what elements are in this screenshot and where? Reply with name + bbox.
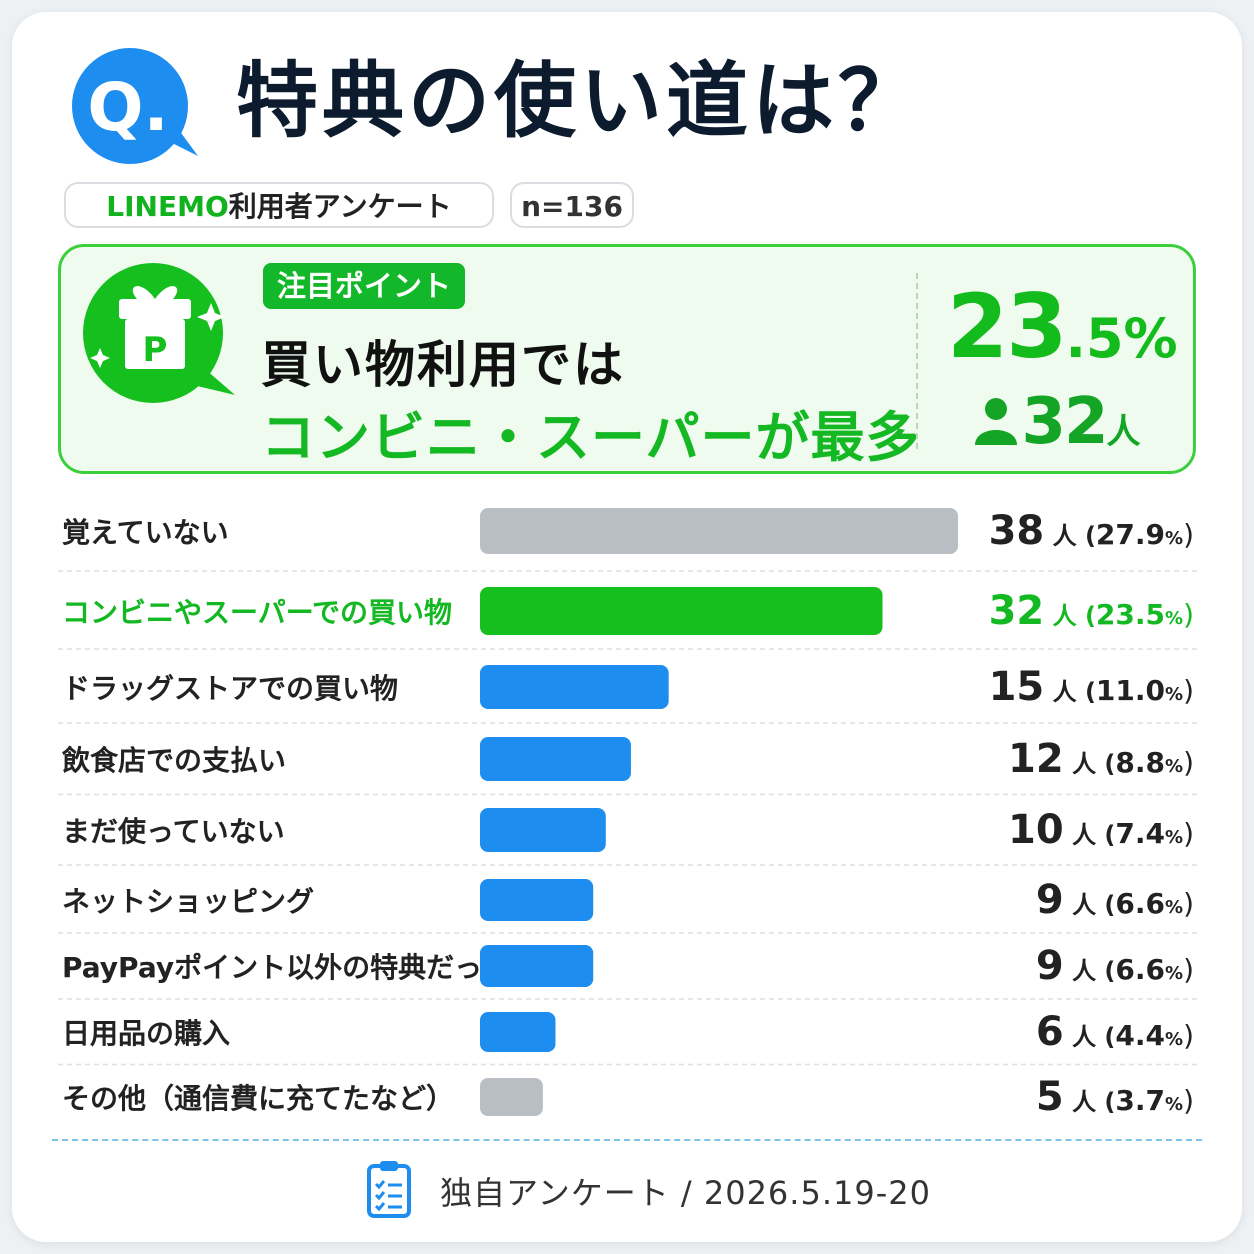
highlight-count: 32人	[967, 385, 1147, 459]
survey-brand: LINEMO	[106, 190, 229, 223]
bar	[480, 587, 883, 635]
page-title: 特典の使い道は？	[236, 54, 925, 149]
category-label: その他（通信費に充てたなど）	[62, 1082, 454, 1115]
survey-label: 利用者アンケート	[228, 190, 452, 223]
value-label: 15 人 (11.0%)	[989, 664, 1194, 710]
value-label: 5 人 (3.7%)	[1036, 1074, 1194, 1120]
highlight-percent: 23.5%	[947, 275, 1178, 378]
category-label: PayPayポイント以外の特典だった	[62, 951, 510, 984]
category-label: ドラッグストアでの買い物	[62, 672, 398, 705]
footer-divider	[52, 1139, 1202, 1141]
bar	[480, 737, 631, 781]
category-label: 覚えていない	[62, 516, 229, 549]
sample-size-tag: n=136	[510, 182, 634, 228]
bar	[480, 1078, 543, 1116]
value-label: 32 人 (23.5%)	[989, 588, 1194, 634]
highlight-badge: 注目ポイント	[263, 263, 466, 309]
value-label: 12 人 (8.8%)	[1008, 736, 1194, 782]
category-label: 日用品の購入	[62, 1017, 230, 1050]
q-letter: Q.	[87, 69, 168, 146]
bar	[480, 1012, 556, 1052]
gift-point-icon: P	[83, 263, 235, 403]
highlight-line1: 買い物利用では	[261, 336, 625, 394]
highlight-count-number: 32	[1021, 385, 1108, 459]
bar	[480, 879, 594, 921]
clipboard-icon	[367, 1161, 411, 1218]
highlight-count-unit: 人	[1106, 412, 1141, 452]
bar	[480, 808, 606, 852]
value-label: 6 人 (4.4%)	[1036, 1009, 1194, 1055]
value-label: 9 人 (6.6%)	[1036, 877, 1194, 923]
highlight-divider	[916, 273, 918, 449]
value-label: 9 人 (6.6%)	[1036, 943, 1194, 989]
question-bubble-icon: Q.	[72, 48, 198, 164]
highlight-line2: コンビニ・スーパーが最多	[261, 406, 921, 469]
person-icon	[975, 398, 1018, 445]
value-label: 10 人 (7.4%)	[1008, 807, 1194, 853]
gift-p-letter: P	[143, 330, 168, 370]
category-label: ネットショッピング	[62, 885, 314, 918]
category-label: 飲食店での支払い	[62, 744, 286, 777]
survey-tag: LINEMO利用者アンケート	[64, 182, 494, 228]
category-label: まだ使っていない	[62, 815, 285, 848]
bar	[480, 945, 594, 987]
value-label: 38 人 (27.9%)	[989, 508, 1194, 554]
highlight-percent-int: 23	[947, 275, 1067, 378]
bar	[480, 665, 669, 709]
footer-source: 独自アンケート / 2026.5.19-20	[440, 1174, 931, 1212]
highlight-panel: P 注目ポイント 買い物利用では コンビニ・スーパーが最多 23.5% 32人	[58, 244, 1196, 474]
highlight-percent-frac: .5%	[1065, 307, 1178, 370]
bar	[480, 508, 958, 554]
category-label: コンビニやスーパーでの買い物	[62, 596, 452, 629]
